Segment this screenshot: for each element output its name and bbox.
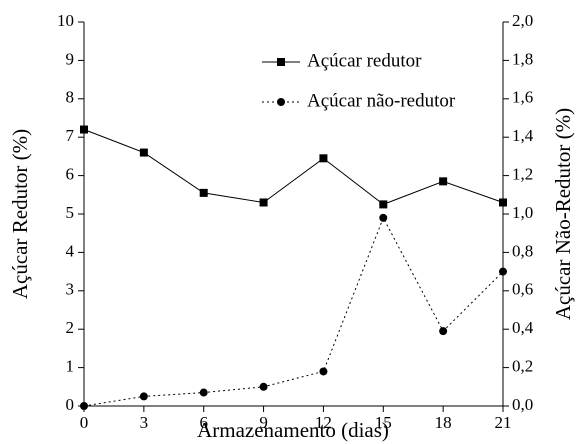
x-tick-label: 18 <box>435 413 452 432</box>
marker <box>439 327 448 336</box>
marker <box>259 198 268 207</box>
marker <box>439 177 448 186</box>
marker <box>379 200 388 209</box>
y2-axis-label: Açúcar Não-Redutor (%) <box>551 108 575 320</box>
y-tick-label: 6 <box>66 165 75 184</box>
y-axis-label: Açúcar Redutor (%) <box>8 129 32 299</box>
y2-tick-label: 0,0 <box>512 395 533 414</box>
y-tick-label: 7 <box>66 126 75 145</box>
x-tick-label: 12 <box>315 413 332 432</box>
y2-tick-label: 1,0 <box>512 203 533 222</box>
marker <box>319 154 328 163</box>
y2-tick-label: 1,6 <box>512 88 533 107</box>
y-tick-label: 9 <box>66 49 75 68</box>
x-axis-label: Armazenamento (dias) <box>197 418 389 442</box>
marker <box>379 213 388 222</box>
series-line <box>83 129 504 205</box>
y2-tick-label: 1,8 <box>512 49 533 68</box>
legend-label: Açúcar redutor <box>307 50 422 71</box>
y2-tick-label: 0,2 <box>512 357 533 376</box>
marker <box>80 125 88 134</box>
y2-tick-label: 1,2 <box>512 165 533 184</box>
marker <box>199 388 208 397</box>
marker <box>139 392 148 401</box>
y-tick-label: 0 <box>66 395 75 414</box>
x-tick-label: 9 <box>259 413 268 432</box>
y-tick-label: 3 <box>66 280 75 299</box>
y-tick-label: 2 <box>66 318 75 337</box>
y-tick-label: 1 <box>66 357 75 376</box>
x-tick-label: 3 <box>140 413 149 432</box>
x-tick-label: 0 <box>80 413 89 432</box>
x-tick-label: 6 <box>199 413 208 432</box>
marker <box>199 188 208 197</box>
series-line <box>83 216 504 407</box>
y2-tick-label: 1,4 <box>512 126 534 145</box>
y2-tick-label: 0,4 <box>512 318 534 337</box>
y-tick-label: 10 <box>57 11 74 30</box>
marker <box>499 198 507 207</box>
y-tick-label: 5 <box>66 203 75 222</box>
marker <box>80 402 88 410</box>
legend-label: Açúcar não-redutor <box>307 90 456 111</box>
y2-tick-label: 2,0 <box>512 11 533 30</box>
y2-tick-label: 0,6 <box>512 280 533 299</box>
marker <box>499 267 507 276</box>
x-tick-label: 15 <box>375 413 392 432</box>
marker <box>319 367 328 376</box>
y-tick-label: 4 <box>66 241 75 260</box>
marker <box>259 382 268 391</box>
y-tick-label: 8 <box>66 88 75 107</box>
marker <box>277 98 285 106</box>
marker <box>277 58 285 66</box>
y2-tick-label: 0,8 <box>512 241 533 260</box>
marker <box>139 148 148 157</box>
x-tick-label: 21 <box>495 413 512 432</box>
